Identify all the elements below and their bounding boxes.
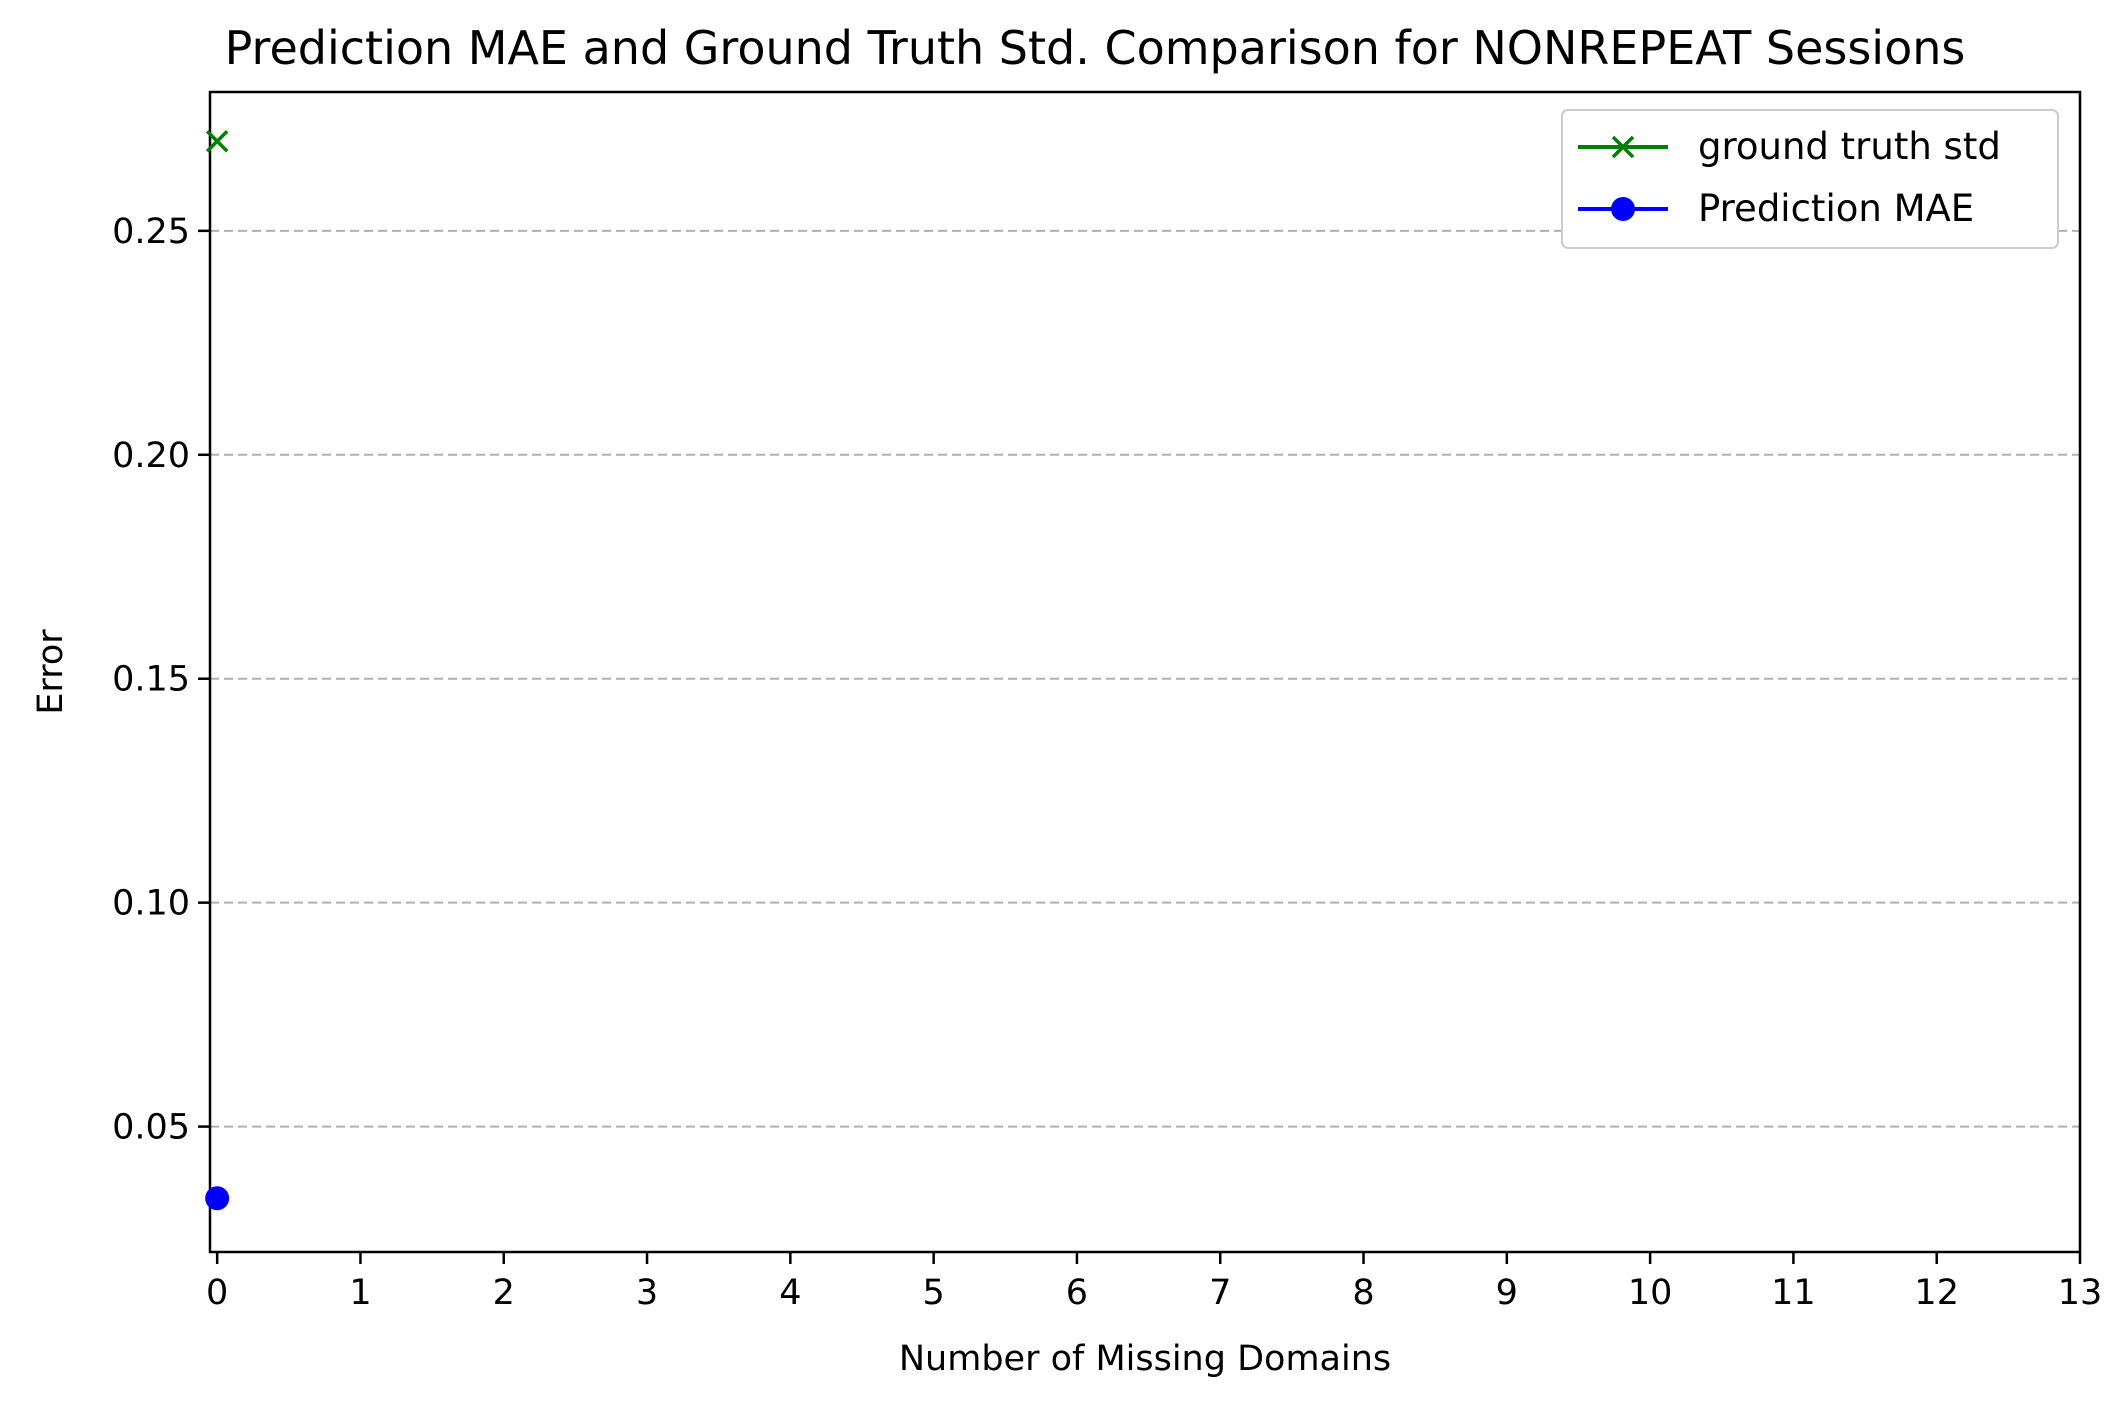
x-tick-label: 12 bbox=[1914, 1273, 1959, 1313]
x-axis-label: Number of Missing Domains bbox=[899, 1339, 1391, 1379]
legend-entry-prediction-mae: Prediction MAE bbox=[1578, 187, 1974, 230]
y-tick-label: 0.20 bbox=[112, 436, 190, 476]
x-tick-label: 1 bbox=[349, 1273, 371, 1313]
x-tick-label: 4 bbox=[779, 1273, 801, 1313]
legend-box bbox=[1561, 109, 2059, 249]
x-tick-label: 7 bbox=[1209, 1273, 1231, 1313]
x-tick-label: 8 bbox=[1352, 1273, 1374, 1313]
legend-entry-ground-truth-std: ground truth std bbox=[1578, 125, 2001, 168]
x-tick-label: 10 bbox=[1628, 1273, 1673, 1313]
x-tick-label: 9 bbox=[1496, 1273, 1518, 1313]
x-tick-label: 6 bbox=[1066, 1273, 1088, 1313]
legend-label-prediction-mae: Prediction MAE bbox=[1698, 187, 1974, 230]
plot-area bbox=[208, 90, 2082, 1254]
chart-title: Prediction MAE and Ground Truth Std. Com… bbox=[225, 21, 1966, 75]
prediction-mae-point bbox=[205, 1186, 230, 1211]
grid-lines bbox=[210, 229, 2080, 1128]
y-tick-label: 0.05 bbox=[112, 1108, 190, 1148]
y-tick-label: 0.15 bbox=[112, 660, 190, 700]
legend-x-marker-icon bbox=[1611, 135, 1635, 159]
legend-label-ground-truth-std: ground truth std bbox=[1698, 125, 2001, 168]
y-axis-label: Error bbox=[31, 629, 71, 715]
x-tick-label: 2 bbox=[493, 1273, 515, 1313]
legend: ground truth std Prediction MAE bbox=[1561, 109, 2059, 249]
x-tick-label: 3 bbox=[636, 1273, 658, 1313]
y-tick-label: 0.25 bbox=[112, 212, 190, 252]
data-markers bbox=[205, 130, 230, 1211]
axis-ticks: 0.050.100.150.200.250 1 2 3 4 5 6 7 8 9 10 11 12 13 bbox=[112, 212, 2102, 1313]
ground-truth-std-point bbox=[205, 130, 229, 153]
x-tick-label: 11 bbox=[1771, 1273, 1816, 1313]
y-tick-label: 0.10 bbox=[112, 884, 190, 924]
x-tick-label: 13 bbox=[2058, 1273, 2103, 1313]
legend-dot-marker-icon bbox=[1611, 197, 1635, 221]
x-tick-label: 5 bbox=[922, 1273, 944, 1313]
x-tick-label: 0 bbox=[206, 1273, 228, 1313]
